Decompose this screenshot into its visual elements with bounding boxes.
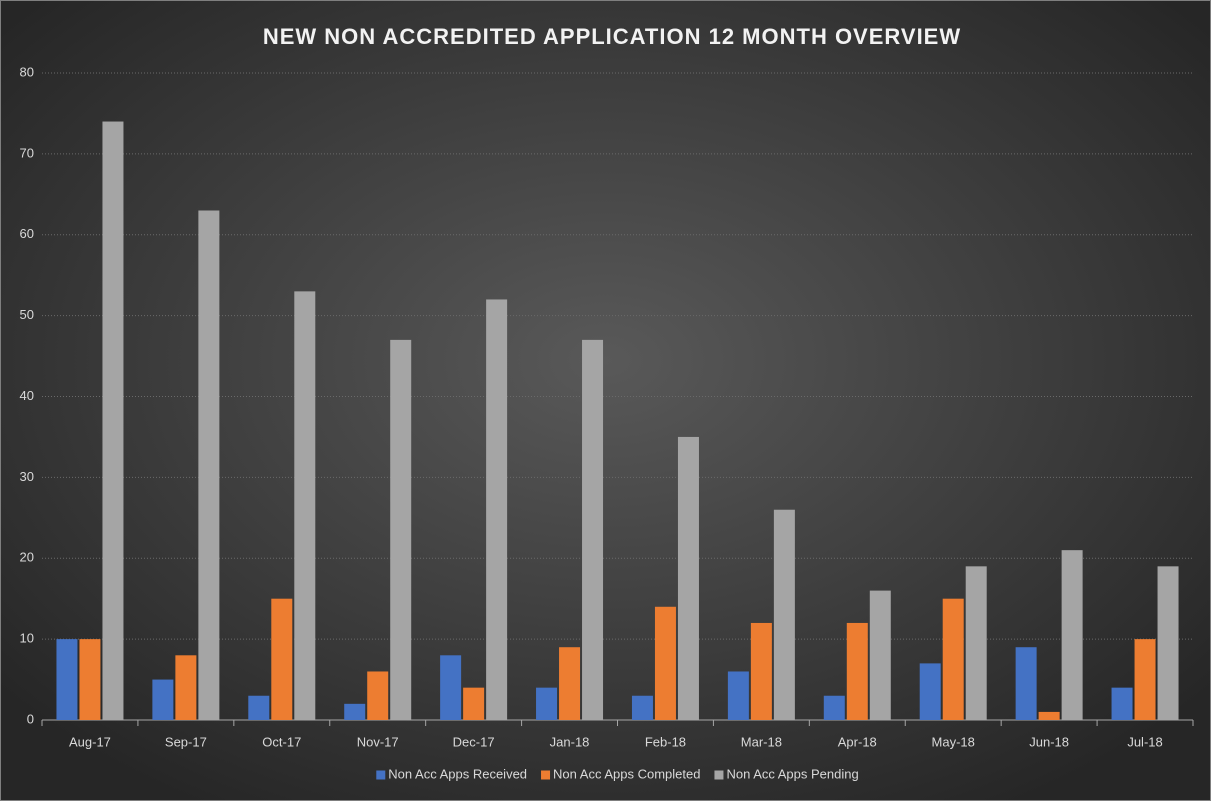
bar [942, 598, 964, 720]
x-tick-label: Jul-18 [1127, 734, 1162, 749]
bar [367, 671, 389, 720]
bar [1111, 687, 1133, 720]
y-tick-label: 10 [20, 631, 34, 646]
bar [1061, 550, 1083, 720]
bar [677, 436, 699, 720]
bar [823, 695, 845, 720]
x-tick-label: Mar-18 [741, 734, 782, 749]
x-tick-label: Feb-18 [645, 734, 686, 749]
bar [152, 679, 174, 720]
legend-swatch [376, 770, 386, 780]
bar [56, 639, 78, 720]
bar [773, 509, 795, 720]
bar [271, 598, 293, 720]
legend-label: Non Acc Apps Received [388, 766, 527, 781]
chart-title: NEW NON ACCREDITED APPLICATION 12 MONTH … [263, 24, 961, 49]
bar [1157, 566, 1179, 720]
x-tick-label: Jan-18 [550, 734, 590, 749]
bar [727, 671, 749, 720]
bar [965, 566, 987, 720]
bar [1134, 639, 1156, 720]
y-tick-label: 70 [20, 145, 34, 160]
y-tick-label: 50 [20, 307, 34, 322]
y-tick-label: 30 [20, 469, 34, 484]
bar [536, 687, 558, 720]
y-tick-label: 20 [20, 550, 34, 565]
y-tick-label: 80 [20, 64, 34, 79]
y-tick-label: 0 [27, 711, 34, 726]
bar [248, 695, 270, 720]
x-tick-label: Sep-17 [165, 734, 207, 749]
bar [869, 590, 891, 720]
bar [175, 655, 197, 720]
x-tick-label: Nov-17 [357, 734, 399, 749]
legend-swatch [541, 770, 551, 780]
legend-label: Non Acc Apps Completed [553, 766, 700, 781]
bar [79, 639, 101, 720]
bar [1038, 711, 1060, 720]
x-tick-label: Oct-17 [262, 734, 301, 749]
x-tick-label: Jun-18 [1029, 734, 1069, 749]
bar [486, 299, 508, 720]
bar [582, 339, 604, 720]
bar [390, 339, 412, 720]
x-tick-label: Apr-18 [838, 734, 877, 749]
bar [750, 622, 772, 720]
x-tick-label: Dec-17 [453, 734, 495, 749]
bar [846, 622, 868, 720]
y-tick-label: 60 [20, 226, 34, 241]
legend-label: Non Acc Apps Pending [726, 766, 858, 781]
bar [1015, 647, 1037, 720]
bar [102, 121, 124, 720]
bar [631, 695, 653, 720]
bar [344, 703, 366, 720]
bar [463, 687, 485, 720]
bar [919, 663, 941, 720]
legend-swatch [714, 770, 724, 780]
y-tick-label: 40 [20, 388, 34, 403]
x-tick-label: Aug-17 [69, 734, 111, 749]
bar [440, 655, 462, 720]
bar [198, 210, 220, 721]
bar [654, 606, 676, 720]
x-tick-label: May-18 [932, 734, 975, 749]
bar [559, 647, 581, 720]
bar [294, 291, 316, 720]
